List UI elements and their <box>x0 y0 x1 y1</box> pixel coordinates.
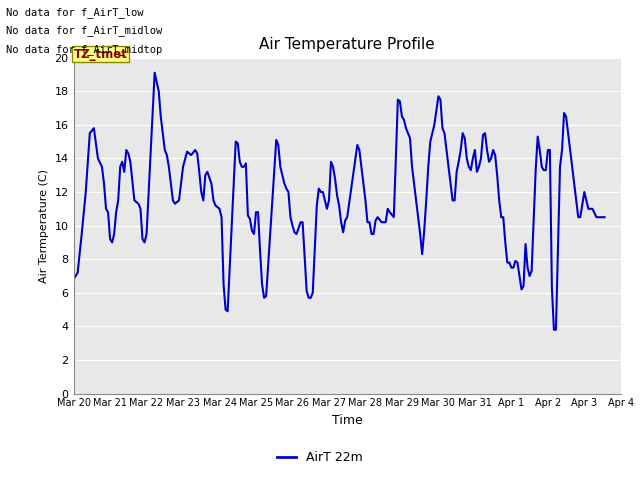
Legend: AirT 22m: AirT 22m <box>272 446 368 469</box>
Y-axis label: Air Termperature (C): Air Termperature (C) <box>39 168 49 283</box>
X-axis label: Time: Time <box>332 414 363 427</box>
Text: TZ_tmet: TZ_tmet <box>74 48 127 60</box>
Text: No data for f_AirT_midlow: No data for f_AirT_midlow <box>6 25 163 36</box>
Title: Air Temperature Profile: Air Temperature Profile <box>259 37 435 52</box>
Text: No data for f_AirT_low: No data for f_AirT_low <box>6 7 144 18</box>
Text: No data for f_AirT_midtop: No data for f_AirT_midtop <box>6 44 163 55</box>
